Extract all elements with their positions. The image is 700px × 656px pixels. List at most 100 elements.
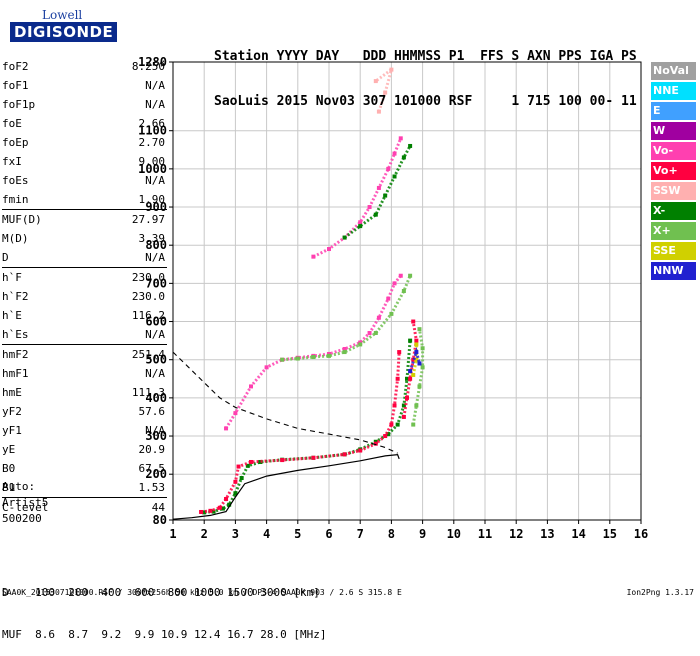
station-header-line1: Station YYYY DAY DDD HHMMSS P1 FFS S AXN… bbox=[214, 49, 637, 64]
echo-trace bbox=[374, 65, 394, 113]
x-tick-label: 11 bbox=[478, 527, 492, 541]
param-row-fxi: fxI 9.00 bbox=[2, 152, 167, 171]
param-key: C-level bbox=[2, 501, 49, 514]
param-value: 44 bbox=[151, 501, 165, 514]
param-value: N/A bbox=[145, 251, 165, 264]
lowell-digisonde-logo: Lowell DIGISONDE bbox=[2, 6, 118, 46]
param-value: 230.0 bbox=[131, 271, 165, 284]
param-key: hmF1 bbox=[2, 367, 29, 380]
param-row-md: M(D) 3.39 bbox=[2, 229, 167, 248]
param-value: 67.5 bbox=[138, 462, 166, 475]
echo-point bbox=[327, 353, 331, 358]
echo-trace bbox=[224, 274, 402, 430]
echo-trace bbox=[411, 328, 425, 425]
param-row-hme: hmE 111.3 bbox=[2, 383, 167, 402]
param-key: foEs bbox=[2, 174, 29, 187]
param-key: h`Es bbox=[2, 328, 29, 341]
logo-line1: Lowell bbox=[42, 8, 83, 22]
echo-point bbox=[389, 422, 394, 427]
param-row-he: h`E 116.2 bbox=[2, 306, 167, 325]
param-separator bbox=[2, 267, 167, 268]
echo-point bbox=[358, 220, 363, 225]
echo-point bbox=[414, 357, 419, 362]
param-value: 1.53 bbox=[138, 481, 166, 494]
echo-point bbox=[311, 355, 316, 360]
param-key: B0 bbox=[2, 462, 16, 475]
legend-item-e: E bbox=[651, 102, 696, 120]
polarization-legend: NoVal NNE E W Vo- Vo+ SSW X- X+ SSE NNW bbox=[651, 62, 696, 282]
echo-point bbox=[408, 376, 413, 381]
param-row-foe: foE 2.66 bbox=[2, 114, 167, 133]
echo-point bbox=[342, 350, 347, 355]
y-tick-label: 80 bbox=[153, 513, 167, 527]
echo-point bbox=[414, 342, 419, 347]
echo-point bbox=[199, 509, 204, 514]
param-key: foEp bbox=[2, 136, 29, 149]
param-row-b1: B1 1.53 bbox=[2, 478, 167, 497]
param-key: foF2 bbox=[2, 60, 29, 73]
echo-point bbox=[249, 459, 253, 464]
echo-point bbox=[358, 224, 363, 229]
legend-item-noval: NoVal bbox=[651, 62, 696, 80]
param-separator bbox=[2, 344, 167, 345]
param-row-clevel: C-level 44 bbox=[2, 498, 167, 517]
x-tick-label: 7 bbox=[357, 527, 364, 541]
legend-item-nnw: NNW bbox=[651, 262, 696, 280]
param-key: h`F bbox=[2, 271, 22, 284]
echo-point bbox=[376, 315, 381, 320]
profile-dashed-line bbox=[173, 351, 398, 454]
param-value: N/A bbox=[145, 328, 165, 341]
x-tick-label: 5 bbox=[294, 527, 301, 541]
param-row-hf: h`F 230.0 bbox=[2, 268, 167, 287]
echo-trace bbox=[282, 275, 412, 362]
param-value: 251.4 bbox=[131, 348, 165, 361]
param-value: N/A bbox=[145, 174, 165, 187]
param-value: 57.6 bbox=[138, 405, 166, 418]
echo-trace bbox=[408, 346, 421, 372]
echo-point bbox=[373, 330, 378, 335]
autoscaling-info: Auto: Artist5 500200 bbox=[2, 479, 48, 527]
param-row-foep: foEp 2.70 bbox=[2, 133, 167, 152]
param-key: fmin bbox=[2, 193, 29, 206]
echo-point bbox=[373, 212, 378, 217]
param-key: yF1 bbox=[2, 424, 22, 437]
x-tick-label: 6 bbox=[325, 527, 332, 541]
param-key: foF1p bbox=[2, 98, 36, 111]
echo-point bbox=[417, 327, 422, 332]
param-value: 116.2 bbox=[131, 309, 165, 322]
param-row-fof2: foF2 8.250 bbox=[2, 57, 167, 76]
echo-point bbox=[373, 79, 378, 84]
legend-item-ssw: SSW bbox=[651, 182, 696, 200]
legend-item-vo: Vo- bbox=[651, 142, 696, 160]
y-tick-label: 1000 bbox=[138, 162, 167, 176]
x-tick-label: 8 bbox=[388, 527, 395, 541]
x-tick-label: 4 bbox=[263, 527, 270, 541]
x-tick-label: 15 bbox=[603, 527, 617, 541]
muf-table: D 100 200 400 600 800 1000 1500 3000 [km… bbox=[2, 558, 327, 656]
param-row-mufd: MUF(D) 27.97 bbox=[2, 210, 167, 229]
echo-point bbox=[408, 143, 413, 148]
x-tick-label: 1 bbox=[169, 527, 176, 541]
param-key: hmE bbox=[2, 386, 22, 399]
legend-item-vo: Vo+ bbox=[651, 162, 696, 180]
legend-item-w: W bbox=[651, 122, 696, 140]
x-tick-label: 9 bbox=[419, 527, 426, 541]
legend-item-x: X+ bbox=[651, 222, 696, 240]
legend-item-sse: SSE bbox=[651, 242, 696, 260]
echo-point bbox=[401, 155, 406, 160]
auto-code: 500200 bbox=[2, 512, 42, 525]
echo-point bbox=[386, 432, 391, 437]
y-tick-label: 500 bbox=[145, 353, 167, 367]
echo-trace bbox=[312, 137, 403, 259]
param-value: 20.9 bbox=[138, 443, 166, 456]
param-key: yE bbox=[2, 443, 16, 456]
echo-point bbox=[414, 403, 419, 408]
param-value: 2.70 bbox=[138, 136, 166, 149]
legend-item-x: X- bbox=[651, 202, 696, 220]
echo-point bbox=[386, 166, 391, 171]
param-row-hf2: h`F2 230.0 bbox=[2, 287, 167, 306]
param-key: D bbox=[2, 251, 9, 264]
param-key: MUF(D) bbox=[2, 213, 42, 226]
param-row-hes: h`Es N/A bbox=[2, 325, 167, 344]
param-value: N/A bbox=[145, 98, 165, 111]
